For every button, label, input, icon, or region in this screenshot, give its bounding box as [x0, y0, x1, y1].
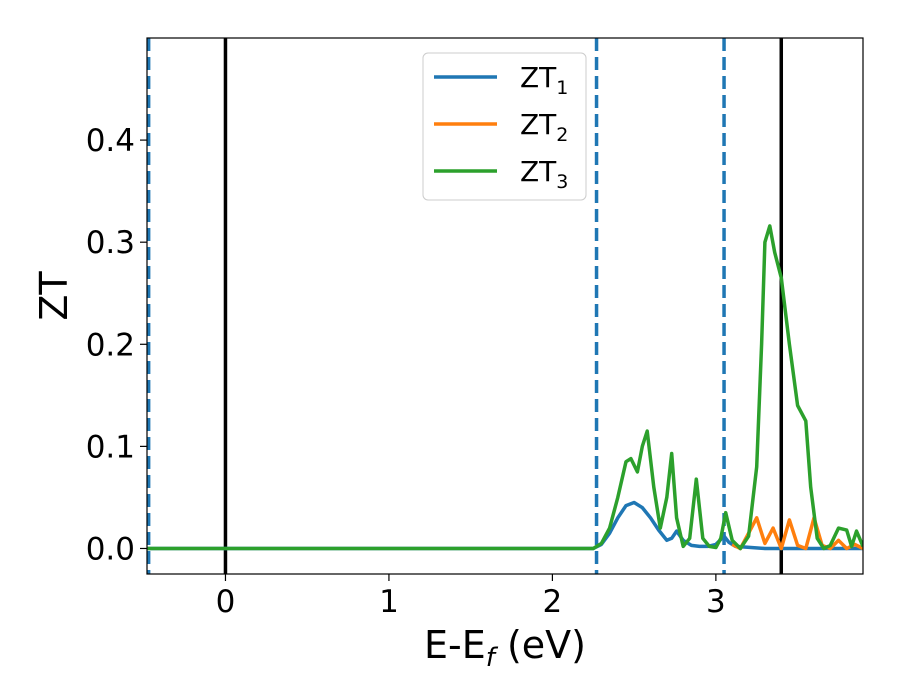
legend-frame [422, 52, 587, 201]
x-tick-label: 3 [706, 584, 726, 620]
y-tick-label: 0.2 [86, 327, 135, 363]
series-line-zt1 [147, 500, 863, 551]
series-line-zt2 [731, 516, 863, 551]
x-tick-label: 1 [379, 584, 399, 620]
plot-area [147, 38, 863, 574]
x-axis: 0 1 2 3 [216, 574, 726, 620]
x-tick-label: 0 [216, 584, 236, 620]
x-tick-label: 2 [543, 584, 563, 620]
y-tick-label: 0.1 [86, 429, 135, 465]
legend-label-zt2: ZT2 [520, 108, 568, 146]
y-tick-label: 0.3 [86, 225, 135, 261]
y-axis: 0.0 0.1 0.2 0.3 0.4 [86, 123, 147, 567]
legend-label-zt1: ZT1 [520, 61, 568, 99]
series-line-zt3 [147, 224, 863, 551]
plot-frame [146, 37, 864, 575]
y-axis-label: ZT [32, 271, 76, 321]
y-tick-label: 0.0 [86, 531, 135, 567]
legend: ZT1 ZT2 ZT3 [422, 52, 587, 201]
y-tick-label: 0.4 [86, 123, 135, 159]
legend-label-zt3: ZT3 [520, 155, 568, 193]
x-axis-label: E-Ef (eV) [424, 623, 586, 673]
